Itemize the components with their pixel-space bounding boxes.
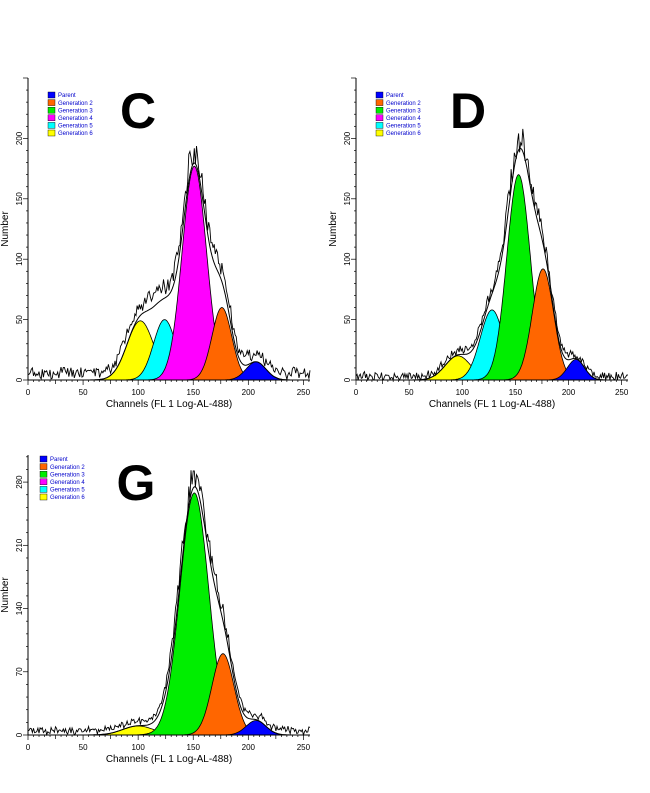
x-tick-label: 0 xyxy=(26,743,31,752)
y-tick-label: 50 xyxy=(15,315,24,324)
y-tick-label: 100 xyxy=(15,252,24,266)
y-tick-label: 200 xyxy=(15,131,24,145)
y-tick-label: 100 xyxy=(343,252,352,266)
raw-data-line xyxy=(27,470,311,737)
x-tick-label: 200 xyxy=(562,388,576,397)
x-tick-label: 0 xyxy=(354,388,359,397)
x-tick-label: 250 xyxy=(297,743,311,752)
legend-label: Parent xyxy=(50,457,68,463)
legend-label: Generation 4 xyxy=(58,116,93,122)
raw-data-line xyxy=(27,145,311,380)
x-axis-label: Channels (FL 1 Log-AL-488) xyxy=(429,399,555,410)
y-axis-label: Number xyxy=(0,211,11,247)
x-axis-label: Channels (FL 1 Log-AL-488) xyxy=(106,754,232,765)
legend-swatch xyxy=(47,114,56,122)
x-tick-label: 50 xyxy=(405,388,414,397)
y-tick-label: 0 xyxy=(15,732,24,737)
x-tick-label: 150 xyxy=(509,388,523,397)
legend-label: Generation 2 xyxy=(50,465,85,471)
legend-label: Generation 6 xyxy=(58,131,93,137)
legend-swatch xyxy=(375,99,384,106)
legend-swatch xyxy=(39,471,48,478)
x-tick-label: 150 xyxy=(187,388,201,397)
panel-letter: C xyxy=(120,83,156,139)
legend-label: Generation 3 xyxy=(50,472,85,478)
legend-swatch xyxy=(375,129,384,137)
y-tick-label: 150 xyxy=(343,192,352,206)
legend-swatch xyxy=(375,114,384,122)
y-tick-label: 280 xyxy=(15,475,24,489)
x-tick-label: 250 xyxy=(297,388,311,397)
x-axis-label: Channels (FL 1 Log-AL-488) xyxy=(106,399,232,410)
y-tick-label: 50 xyxy=(343,315,352,324)
legend-label: Generation 5 xyxy=(386,124,421,130)
y-axis-label: Number xyxy=(328,211,339,247)
legend-swatch xyxy=(47,122,56,129)
legend-label: Generation 6 xyxy=(386,131,421,137)
x-tick-label: 200 xyxy=(242,743,256,752)
legend-swatch xyxy=(47,129,56,137)
legend-swatch xyxy=(375,106,384,114)
legend-swatch xyxy=(47,91,56,99)
x-tick-label: 250 xyxy=(615,388,629,397)
legend-label: Parent xyxy=(386,93,404,99)
chart-panel-d: 0 50 100 150 200 250 0 50 100 150 200 Channels (FL … xyxy=(328,77,629,410)
y-tick-label: 70 xyxy=(15,667,24,676)
x-tick-label: 200 xyxy=(242,388,256,397)
y-tick-label: 140 xyxy=(15,601,24,615)
legend-label: Generation 3 xyxy=(58,108,93,114)
raw-data-line xyxy=(355,128,629,382)
legend-label: Generation 5 xyxy=(58,124,93,130)
y-axis-label: Number xyxy=(0,577,11,613)
y-tick-label: 210 xyxy=(15,538,24,552)
panel-letter: D xyxy=(450,83,486,139)
legend-swatch xyxy=(39,486,48,493)
legend-swatch xyxy=(39,478,48,485)
legend-swatch xyxy=(39,463,48,470)
legend-label: Generation 4 xyxy=(386,116,421,122)
legend-swatch xyxy=(39,455,48,463)
legend-label: Generation 2 xyxy=(386,101,421,107)
x-tick-label: 100 xyxy=(131,388,145,397)
y-tick-label: 200 xyxy=(343,131,352,145)
x-tick-label: 100 xyxy=(456,388,470,397)
legend-label: Generation 2 xyxy=(58,101,93,107)
legend-swatch xyxy=(47,99,56,106)
x-tick-label: 100 xyxy=(131,743,145,752)
y-tick-label: 0 xyxy=(15,377,24,382)
x-tick-label: 0 xyxy=(26,388,31,397)
x-tick-label: 150 xyxy=(187,743,201,752)
legend-swatch xyxy=(375,91,384,99)
legend-swatch xyxy=(375,122,384,129)
legend-label: Generation 3 xyxy=(386,108,421,114)
y-tick-label: 0 xyxy=(343,377,352,382)
legend-swatch xyxy=(39,493,48,501)
legend-label: Generation 6 xyxy=(50,495,85,501)
legend-label: Generation 5 xyxy=(50,488,85,494)
x-tick-label: 50 xyxy=(79,743,88,752)
panel-letter: G xyxy=(117,455,156,511)
legend-label: Generation 4 xyxy=(50,480,85,486)
legend-swatch xyxy=(47,106,56,114)
chart-panel-c: 0 50 100 150 200 250 0 50 100 150 200 Channels (FL … xyxy=(0,77,311,410)
legend-label: Parent xyxy=(58,93,76,99)
y-tick-label: 150 xyxy=(15,192,24,206)
chart-panel-g: 0 50 100 150 200 250 0 70 140 210 280 Channels (FL … xyxy=(0,455,311,765)
x-tick-label: 50 xyxy=(79,388,88,397)
